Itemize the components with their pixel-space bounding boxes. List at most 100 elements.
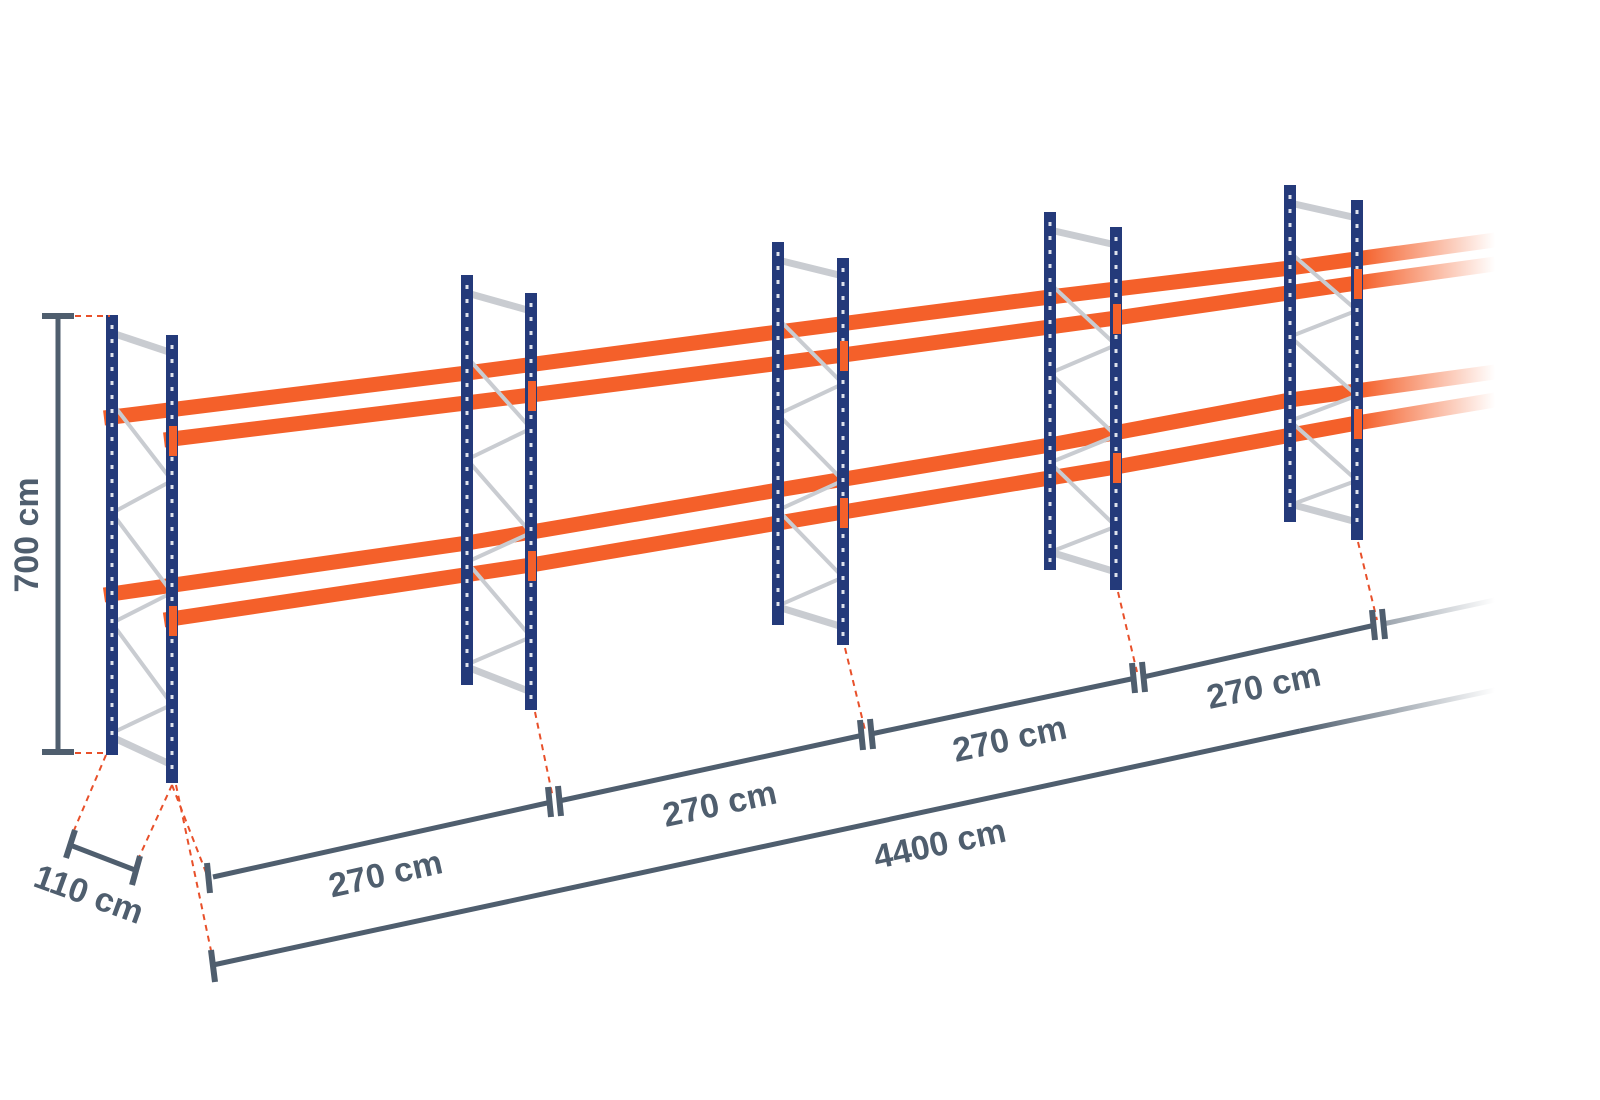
upright-hole bbox=[170, 555, 174, 559]
upright-hole bbox=[465, 369, 469, 373]
horizontal-brace bbox=[1048, 548, 1118, 576]
upright-hole bbox=[170, 653, 174, 657]
upright-hole bbox=[1048, 530, 1052, 534]
bay-tick bbox=[545, 786, 554, 818]
upright-hole bbox=[1114, 419, 1118, 423]
back-upright bbox=[461, 275, 473, 685]
upright-hole bbox=[1355, 266, 1359, 270]
upright-hole bbox=[776, 378, 780, 382]
upright-hole bbox=[1048, 376, 1052, 380]
upright-hole bbox=[529, 373, 533, 377]
upright-hole bbox=[170, 499, 174, 503]
upright-hole bbox=[465, 383, 469, 387]
upright-hole bbox=[1288, 475, 1292, 479]
upright-hole bbox=[776, 434, 780, 438]
upright-hole bbox=[1048, 474, 1052, 478]
upright-hole bbox=[1048, 278, 1052, 282]
upright-hole bbox=[841, 324, 845, 328]
upright-hole bbox=[1114, 391, 1118, 395]
upright-hole bbox=[776, 602, 780, 606]
upright-hole bbox=[1114, 531, 1118, 535]
beam-connector bbox=[169, 606, 177, 636]
upright-hole bbox=[529, 499, 533, 503]
diagonal-brace bbox=[108, 401, 176, 735]
upright-frame-3 bbox=[772, 242, 849, 645]
beam-connector bbox=[840, 341, 848, 371]
horizontal-brace bbox=[110, 733, 174, 769]
upright-hole bbox=[1355, 224, 1359, 228]
upright-hole bbox=[110, 731, 114, 735]
bay-dimension-extension bbox=[1382, 597, 1496, 627]
upright-hole bbox=[1114, 349, 1118, 353]
upright-frame-4 bbox=[1044, 212, 1122, 590]
upright-hole bbox=[465, 341, 469, 345]
bay-3-label: 270 cm bbox=[949, 709, 1070, 770]
upright-hole bbox=[1048, 460, 1052, 464]
upright-hole bbox=[776, 490, 780, 494]
upright-hole bbox=[170, 681, 174, 685]
upright-hole bbox=[465, 663, 469, 667]
lower-front-beam-extension bbox=[1355, 392, 1497, 431]
horizontal-brace bbox=[465, 663, 533, 696]
upright-hole bbox=[841, 478, 845, 482]
upright-hole bbox=[1288, 447, 1292, 451]
horizontal-brace bbox=[1289, 199, 1358, 222]
bay-tick bbox=[204, 862, 213, 894]
upright-hole bbox=[1048, 516, 1052, 520]
upright-hole bbox=[841, 604, 845, 608]
upright-hole bbox=[529, 331, 533, 335]
bay-2-label: 270 cm bbox=[659, 774, 780, 835]
upright-hole bbox=[841, 618, 845, 622]
upright-hole bbox=[529, 317, 533, 321]
upright-hole bbox=[1048, 558, 1052, 562]
upright-hole bbox=[1288, 321, 1292, 325]
guide-line bbox=[171, 784, 208, 876]
upright-hole bbox=[776, 574, 780, 578]
dimension-lines bbox=[42, 313, 1496, 983]
upright-hole bbox=[841, 632, 845, 636]
upright-hole bbox=[1355, 238, 1359, 242]
upright-hole bbox=[110, 381, 114, 385]
upright-hole bbox=[1288, 405, 1292, 409]
upright-hole bbox=[465, 355, 469, 359]
upright-hole bbox=[465, 313, 469, 317]
upright-hole bbox=[841, 590, 845, 594]
upright-hole bbox=[1048, 446, 1052, 450]
upright-hole bbox=[1288, 433, 1292, 437]
beam-connector bbox=[1113, 453, 1121, 483]
upright-hole bbox=[1048, 432, 1052, 436]
upper-front-beam-extension bbox=[1355, 256, 1497, 291]
upright-hole bbox=[841, 450, 845, 454]
upright-hole bbox=[776, 350, 780, 354]
upright-hole bbox=[1288, 363, 1292, 367]
upright-hole bbox=[529, 485, 533, 489]
lower-back-beam-extension bbox=[1288, 364, 1497, 408]
upright-hole bbox=[465, 551, 469, 555]
upright-hole bbox=[110, 521, 114, 525]
upright-hole bbox=[529, 429, 533, 433]
upright-hole bbox=[170, 597, 174, 601]
upright-hole bbox=[1114, 447, 1118, 451]
upright-frame-1 bbox=[106, 315, 178, 783]
upright-hole bbox=[1288, 279, 1292, 283]
upright-hole bbox=[776, 588, 780, 592]
upright-hole bbox=[1114, 489, 1118, 493]
total-length-dimension-line bbox=[212, 728, 1301, 968]
upright-hole bbox=[529, 667, 533, 671]
upright-hole bbox=[110, 549, 114, 553]
beam-connector bbox=[169, 426, 177, 456]
upright-hole bbox=[1288, 503, 1292, 507]
upright-hole bbox=[170, 513, 174, 517]
upright-hole bbox=[1114, 573, 1118, 577]
upright-hole bbox=[1355, 210, 1359, 214]
upright-hole bbox=[110, 437, 114, 441]
upright-hole bbox=[841, 534, 845, 538]
upright-hole bbox=[529, 457, 533, 461]
upright-hole bbox=[1114, 363, 1118, 367]
upright-hole bbox=[110, 675, 114, 679]
upright-hole bbox=[465, 495, 469, 499]
upright-hole bbox=[170, 695, 174, 699]
upright-hole bbox=[1288, 391, 1292, 395]
